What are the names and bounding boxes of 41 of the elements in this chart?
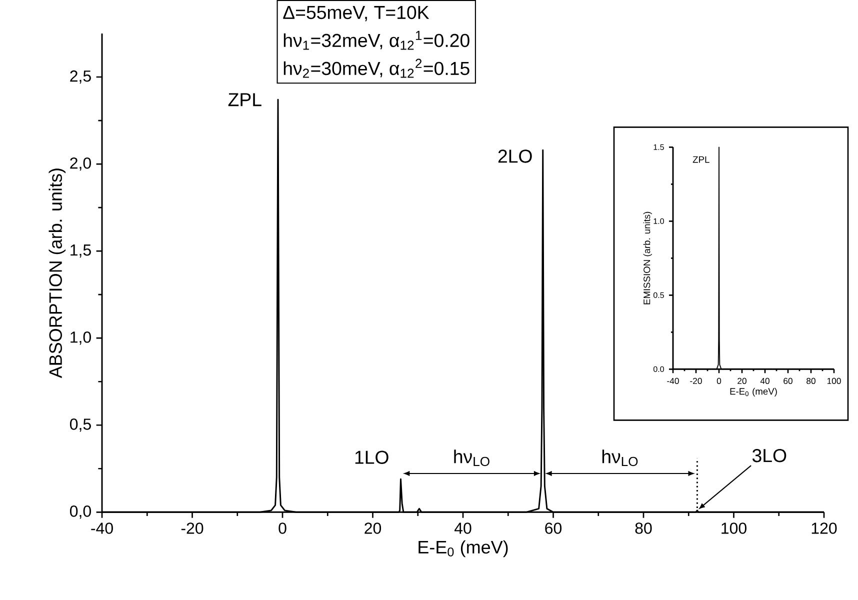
y-tick-label: 0,5 [70,418,91,432]
x-tick-label: 20 [738,378,746,384]
y-tick-label: 1.5 [654,144,664,150]
x-tick-label: -20 [181,522,204,534]
x-tick-label: 20 [364,522,382,534]
x-tick-label: 100 [827,378,841,384]
x-tick-label: 40 [760,378,770,384]
annotation: 3LO [752,448,786,462]
x-tick-label: 60 [784,378,792,384]
x-tick-label: 40 [454,522,472,534]
x-axis-title: E-E$_{0}$ (meV) [730,388,777,396]
x-tick-label: 0 [716,378,722,384]
x-tick-label: 80 [806,378,816,384]
annotation: ZPL [228,93,262,106]
x-tick-label: 0 [278,522,286,534]
y-tick-label: 1,0 [70,331,91,345]
text: Δ=55meV, T=10K [283,6,430,22]
x-tick-label: 80 [635,522,652,534]
y-tick-label: 0.5 [653,292,664,298]
x-tick-label: 100 [722,522,746,534]
annotation: hν$_{LO}$ [602,450,638,466]
y-tick-label: 2,5 [70,70,91,84]
y-tick-label: 0,0 [70,505,91,519]
annotation: 2LO [498,150,532,163]
x-tick-label: 120 [812,522,837,534]
x-tick-label: -40 [667,378,679,384]
annotation: ZPL [692,156,710,163]
annotation: hν$_{LO}$ [454,450,490,466]
x-axis-title: E-E$_{0}$ (meV) [418,540,508,558]
x-tick-label: 60 [545,522,562,534]
x-tick-label: -20 [690,378,702,384]
annotation: 1LO [355,450,388,464]
annotation: hν$_{1}$=32meV, α$_{12}$$^{1}$=0.20 [284,30,470,50]
y-axis-title: EMISSION (arb. units) [643,212,652,304]
annotation: hν$_{2}$=30meV, α$_{12}$$^{2}$=0.15 [284,58,470,78]
y-tick-label: 1.0 [654,218,664,224]
y-tick-label: 0.0 [653,366,664,372]
y-tick-label: 2,0 [70,157,91,171]
y-axis-title: ABSORPTION (arb. units) [48,168,66,378]
x-tick-label: -40 [91,522,113,534]
y-tick-label: 1,5 [70,244,91,258]
